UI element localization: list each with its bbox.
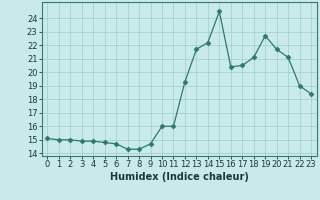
X-axis label: Humidex (Indice chaleur): Humidex (Indice chaleur)	[110, 172, 249, 182]
